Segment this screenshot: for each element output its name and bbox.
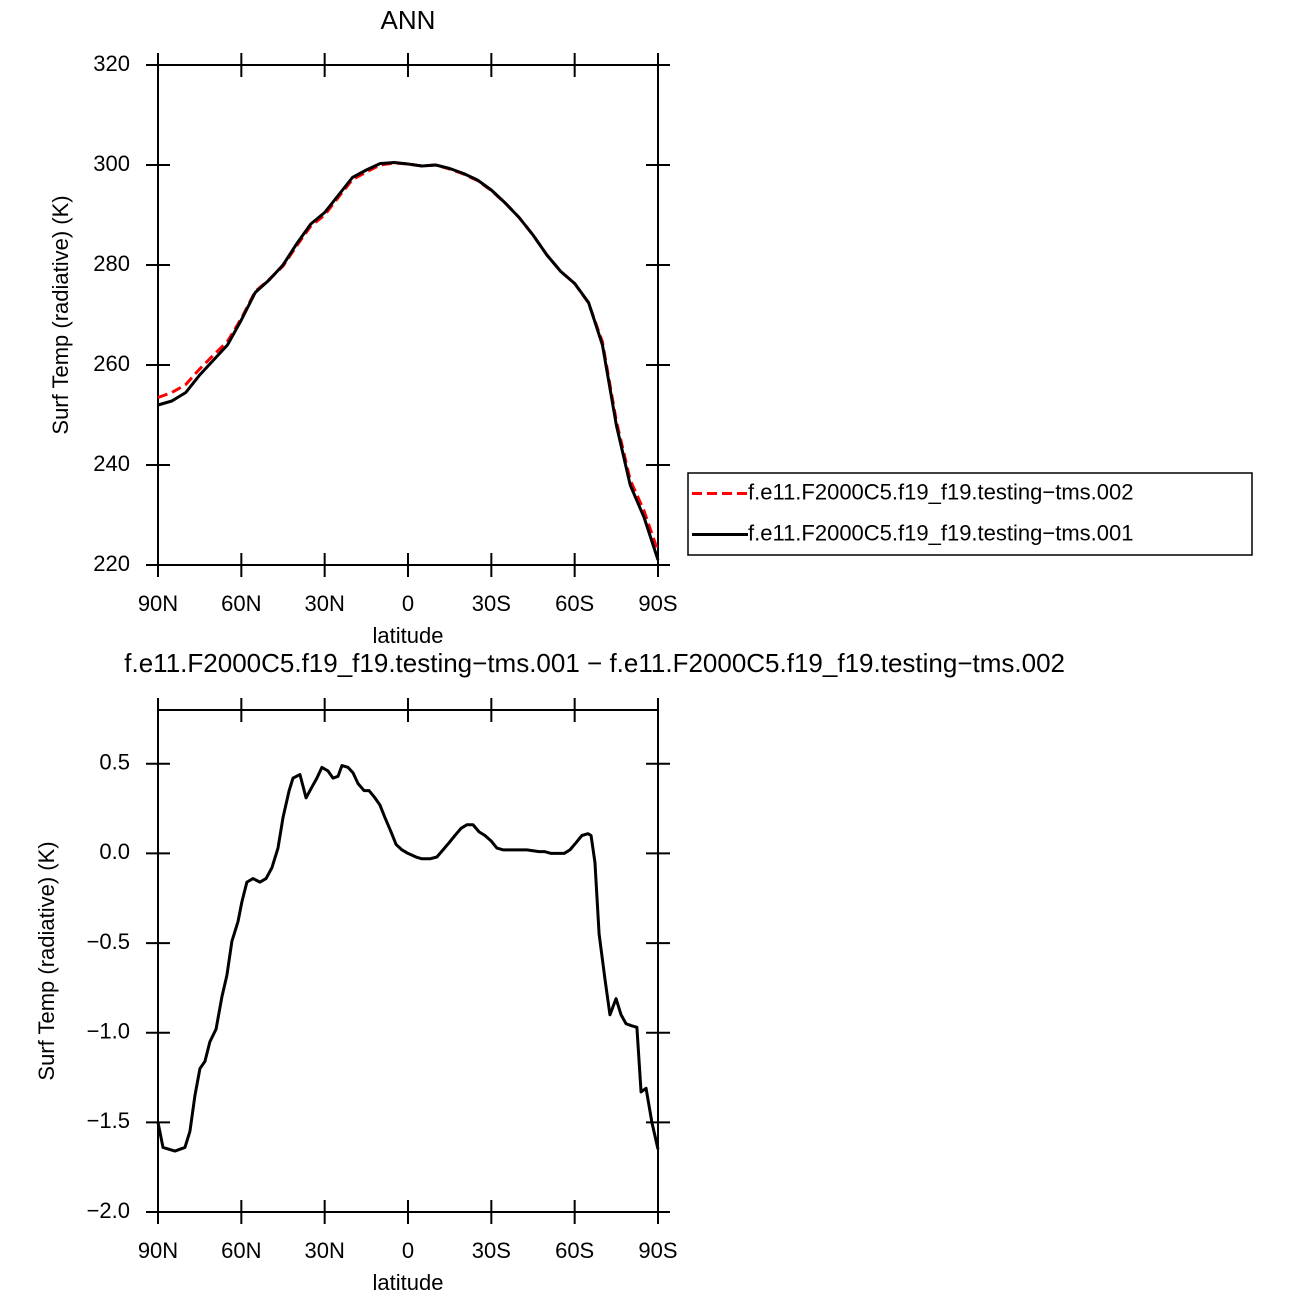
x-tick-label: 90N: [138, 591, 178, 616]
x-tick-label: 30S: [472, 591, 511, 616]
x-tick-label: 30S: [472, 1238, 511, 1263]
x-axis-label: latitude: [373, 623, 444, 648]
y-tick-label: −2.0: [87, 1198, 130, 1223]
y-tick-label: 320: [93, 51, 130, 76]
data-line: [157, 161, 660, 552]
y-axis-label: Surf Temp (radiative) (K): [34, 841, 59, 1080]
y-tick-label: 300: [93, 151, 130, 176]
y-tick-label: −1.0: [87, 1019, 130, 1044]
plot-frame: [157, 64, 659, 566]
data-line: [157, 161, 660, 561]
legend-label: f.e11.F2000C5.f19_f19.testing−tms.002: [748, 479, 1133, 504]
y-tick-label: −1.5: [87, 1108, 130, 1133]
y-tick-label: −0.5: [87, 929, 130, 954]
y-axis-label: Surf Temp (radiative) (K): [48, 195, 73, 434]
x-tick-label: 90S: [638, 591, 677, 616]
data-line: [156, 764, 660, 1153]
y-tick-label: 220: [93, 551, 130, 576]
x-tick-label: 90S: [638, 1238, 677, 1263]
legend-label: f.e11.F2000C5.f19_f19.testing−tms.001: [748, 520, 1133, 545]
legend-box: [687, 472, 1253, 556]
x-tick-label: 60S: [555, 591, 594, 616]
x-tick-label: 30N: [304, 591, 344, 616]
y-tick-label: 0.0: [99, 839, 130, 864]
x-tick-label: 60N: [221, 1238, 261, 1263]
x-tick-label: 0: [402, 1238, 414, 1263]
chart-title: f.e11.F2000C5.f19_f19.testing−tms.001 − …: [124, 648, 1065, 678]
x-tick-label: 90N: [138, 1238, 178, 1263]
y-tick-label: 240: [93, 451, 130, 476]
y-tick-label: 260: [93, 351, 130, 376]
plot-frame: [157, 709, 659, 1213]
y-tick-label: 0.5: [99, 750, 130, 775]
x-tick-label: 0: [402, 591, 414, 616]
x-tick-label: 60S: [555, 1238, 594, 1263]
x-axis-label: latitude: [373, 1270, 444, 1295]
y-tick-label: 280: [93, 251, 130, 276]
x-tick-label: 30N: [304, 1238, 344, 1263]
chart-title: ANN: [381, 5, 436, 35]
x-tick-label: 60N: [221, 591, 261, 616]
